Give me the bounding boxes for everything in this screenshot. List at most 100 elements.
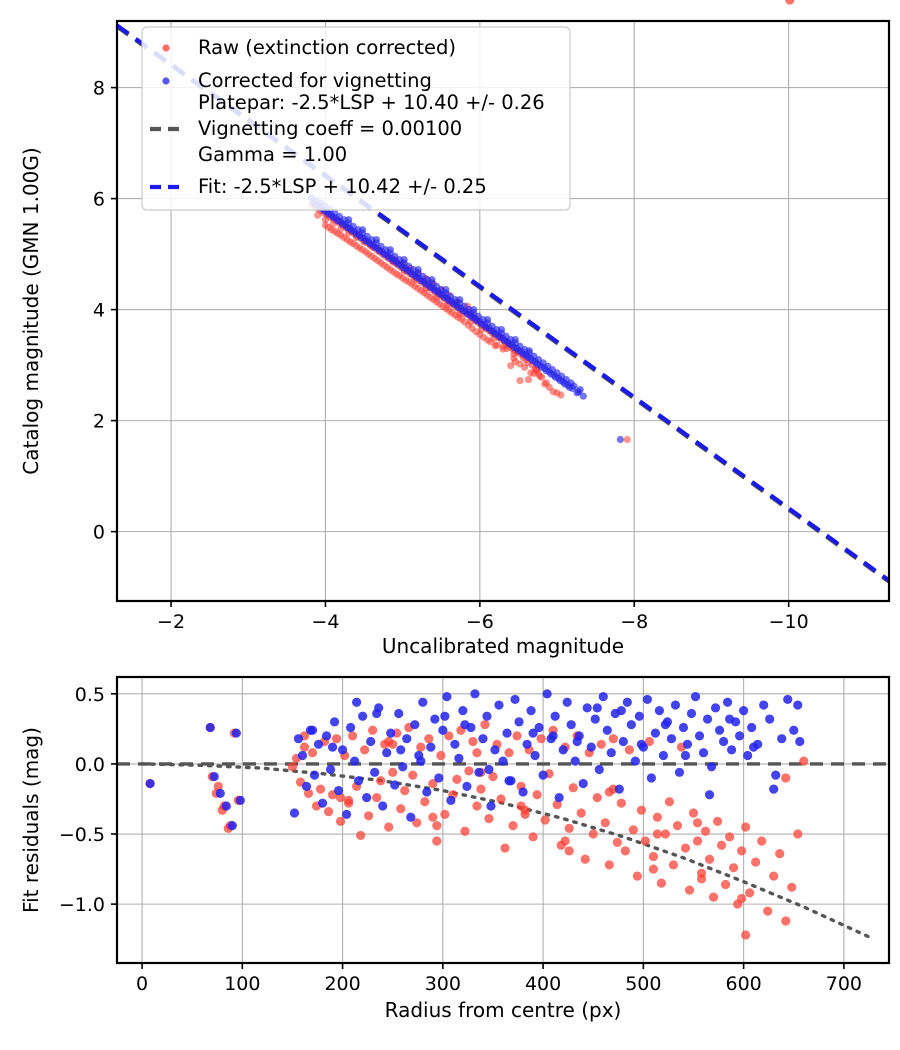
scatter-point bbox=[575, 388, 583, 396]
legend-label: Raw (extinction corrected) bbox=[198, 36, 456, 59]
residual-point bbox=[686, 708, 697, 719]
residual-point bbox=[664, 797, 675, 807]
residual-point bbox=[542, 689, 552, 699]
residual-point bbox=[698, 748, 709, 758]
residual-point bbox=[668, 860, 679, 870]
residual-point bbox=[145, 778, 155, 789]
residual-point bbox=[428, 812, 438, 822]
legend-entry[interactable]: Corrected for vignetting bbox=[162, 69, 432, 92]
residual-point bbox=[700, 826, 711, 836]
residual-point bbox=[564, 846, 574, 856]
residual-point bbox=[799, 756, 809, 766]
scatter-point bbox=[516, 377, 524, 385]
residual-point bbox=[787, 882, 797, 892]
residual-point bbox=[442, 692, 452, 702]
residual-point bbox=[526, 706, 536, 716]
residual-point bbox=[706, 762, 717, 772]
residuals-panel: 0 100 200 300 400 500 600 700 Radius from centre… bbox=[19, 0, 891, 1022]
residual-point bbox=[352, 697, 362, 707]
scatter-point bbox=[470, 306, 478, 314]
residual-point bbox=[303, 788, 314, 798]
residual-point bbox=[315, 784, 326, 794]
residual-point bbox=[757, 836, 767, 846]
residual-point bbox=[678, 722, 689, 733]
residual-point bbox=[714, 725, 725, 735]
residual-point bbox=[213, 781, 223, 791]
residual-point bbox=[416, 756, 426, 766]
residual-point bbox=[704, 790, 715, 800]
residual-point bbox=[504, 776, 514, 786]
fit-line bbox=[115, 23, 891, 583]
residual-point bbox=[335, 816, 346, 827]
residual-point bbox=[741, 930, 751, 940]
residual-point bbox=[670, 700, 681, 710]
y-tick-label: 0.0 bbox=[75, 754, 105, 776]
residual-point bbox=[406, 812, 416, 822]
residual-point bbox=[624, 745, 634, 755]
x-axis-label: Radius from centre (px) bbox=[385, 998, 622, 1022]
residual-point bbox=[372, 708, 382, 719]
residual-point bbox=[293, 734, 304, 744]
residual-point bbox=[370, 767, 380, 777]
residual-point bbox=[614, 784, 624, 794]
residual-point bbox=[616, 798, 626, 808]
residual-point bbox=[364, 811, 374, 821]
residual-point bbox=[520, 809, 530, 819]
residual-point bbox=[656, 878, 667, 888]
legend-label: Fit: -2.5*LSP + 10.42 +/- 0.25 bbox=[198, 175, 487, 198]
residual-point bbox=[763, 906, 773, 916]
residual-point bbox=[622, 697, 632, 707]
legend-entry[interactable]: Platepar: -2.5*LSP + 10.40 +/- 0.26 Vigne… bbox=[150, 91, 545, 166]
residual-point bbox=[450, 739, 460, 749]
residual-point bbox=[376, 776, 386, 786]
residual-point bbox=[396, 804, 406, 814]
scatter-point bbox=[493, 341, 501, 349]
x-tick-label: 400 bbox=[525, 973, 561, 995]
x-tick-label: −8 bbox=[620, 611, 648, 633]
legend-entry[interactable]: Raw (extinction corrected) bbox=[162, 36, 456, 59]
legend-entry[interactable]: Fit: -2.5*LSP + 10.42 +/- 0.25 bbox=[150, 175, 487, 198]
residual-point bbox=[785, 0, 795, 5]
residual-point bbox=[680, 843, 691, 853]
residual-point bbox=[516, 801, 526, 811]
scatter-point bbox=[358, 226, 367, 234]
residual-point bbox=[346, 722, 356, 733]
residual-point bbox=[630, 756, 640, 766]
residual-point bbox=[474, 767, 484, 777]
residual-point bbox=[333, 785, 344, 796]
residual-point bbox=[590, 714, 600, 724]
residual-point bbox=[606, 748, 616, 758]
residual-point bbox=[386, 728, 396, 738]
residual-point bbox=[235, 795, 245, 805]
residual-point bbox=[793, 829, 803, 839]
residual-point bbox=[468, 736, 478, 747]
residual-point bbox=[718, 736, 729, 747]
scatter-point bbox=[525, 347, 533, 355]
residual-point bbox=[412, 818, 422, 828]
residual-point bbox=[704, 854, 715, 864]
residual-point bbox=[205, 722, 215, 733]
residuals-xaxis: 0 100 200 300 400 500 600 700 Radius from centre… bbox=[136, 963, 862, 1022]
residual-point bbox=[420, 797, 430, 807]
residual-point bbox=[737, 893, 747, 904]
residual-point bbox=[366, 736, 376, 747]
vignetting-curve bbox=[140, 762, 876, 941]
x-tick-label: 0 bbox=[136, 973, 148, 995]
residual-point bbox=[440, 711, 450, 721]
residual-point bbox=[309, 770, 320, 780]
x-tick-label: 300 bbox=[425, 973, 461, 995]
residual-point bbox=[578, 778, 588, 789]
residual-point bbox=[337, 745, 348, 755]
scatter-point bbox=[321, 221, 330, 229]
residual-point bbox=[432, 821, 442, 831]
residual-point bbox=[398, 762, 408, 772]
residual-point bbox=[558, 745, 568, 755]
residual-point bbox=[612, 837, 622, 848]
residual-point bbox=[396, 745, 406, 755]
x-tick-label: 600 bbox=[725, 973, 761, 995]
scatter-point bbox=[386, 246, 394, 254]
residual-point bbox=[632, 871, 642, 881]
residual-point bbox=[446, 795, 456, 805]
scatter-point bbox=[524, 375, 533, 384]
